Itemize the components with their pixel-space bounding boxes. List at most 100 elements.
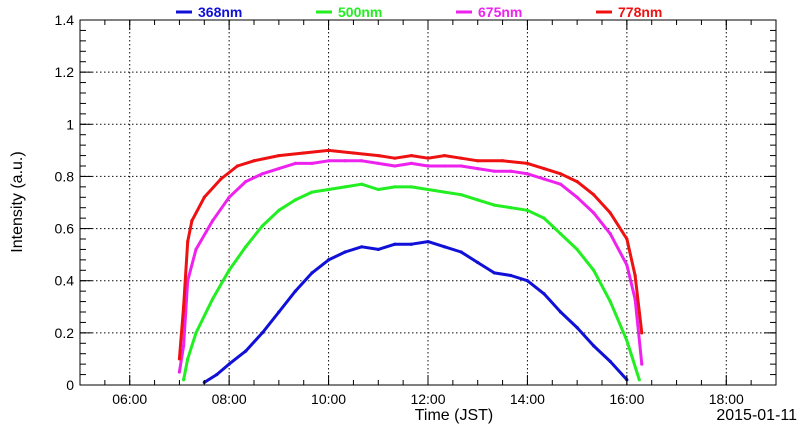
data-point (244, 349, 248, 353)
data-point (608, 299, 612, 304)
data-point (393, 156, 397, 160)
data-point (177, 370, 182, 374)
data-point (293, 198, 298, 202)
data-point (500, 159, 505, 163)
data-point (326, 258, 331, 262)
series-line (203, 240, 629, 384)
data-point (592, 211, 596, 215)
data-point (310, 161, 314, 165)
data-point (393, 164, 397, 168)
series-500nm (181, 182, 641, 382)
data-point (558, 182, 563, 186)
data-point (360, 245, 364, 249)
x-tick-label: 08:00 (212, 391, 247, 407)
data-point (558, 232, 563, 236)
data-point (409, 161, 414, 165)
data-point (509, 169, 513, 173)
y-tick-label: 0.4 (55, 273, 75, 289)
data-point (509, 206, 513, 210)
data-point (252, 159, 256, 163)
legend-label: 778nm (618, 4, 662, 20)
data-point (186, 357, 190, 361)
legend-item: 778nm (596, 4, 662, 20)
data-point (277, 167, 281, 171)
data-point (525, 208, 530, 212)
data-point (476, 167, 480, 171)
data-point (640, 331, 644, 335)
data-point (608, 232, 612, 236)
legend-item: 500nm (316, 4, 382, 20)
legend-label: 675nm (478, 4, 522, 20)
y-tick-label: 0.8 (55, 168, 75, 184)
data-point (558, 310, 563, 314)
data-point (608, 359, 612, 364)
y-axis-title: Intensity (a.u.) (9, 151, 26, 252)
data-point (360, 182, 364, 186)
data-point (542, 177, 546, 181)
data-point (608, 211, 612, 215)
y-tick-labels: 0 0.2 0.4 0.6 0.8 1 1.2 1.4 (55, 12, 75, 393)
data-point (459, 156, 463, 160)
y-tick-label: 1.4 (55, 12, 75, 28)
data-point (633, 297, 637, 301)
data-point (492, 203, 496, 207)
data-point (277, 208, 281, 212)
data-point (343, 250, 347, 254)
x-tick-labels: 06:00 08:00 10:00 12:00 14:00 16:00 18:00 (112, 391, 744, 407)
series-line (177, 159, 644, 373)
data-point (525, 172, 530, 176)
data-point (492, 169, 496, 173)
y-tick-label: 0 (66, 377, 74, 393)
x-tick-label: 14:00 (510, 391, 545, 407)
data-point (219, 177, 223, 181)
data-point (376, 187, 380, 192)
data-point (181, 305, 186, 309)
data-point (210, 297, 215, 301)
data-point (575, 247, 579, 252)
data-point (426, 156, 430, 160)
data-point (575, 326, 579, 330)
x-tick-label: 06:00 (112, 391, 147, 407)
data-point (293, 161, 298, 165)
x-axis-title: Time (JST) (415, 407, 494, 424)
data-point (393, 185, 397, 189)
data-point (194, 247, 198, 252)
grid-layer (80, 20, 776, 385)
data-point (393, 242, 397, 246)
data-point (186, 279, 190, 283)
legend: 368nm 500nm 675nm 778nm (176, 4, 662, 20)
data-point (376, 247, 380, 252)
data-point (351, 151, 356, 155)
data-point (210, 219, 215, 223)
legend-label: 500nm (338, 4, 382, 20)
data-point (227, 362, 231, 366)
data-point (640, 362, 644, 366)
data-point (310, 271, 314, 275)
date-label: 2015-01-11 (716, 407, 797, 424)
data-point (277, 310, 281, 314)
legend-item: 675nm (456, 4, 522, 20)
data-point (190, 219, 194, 223)
data-point (442, 164, 447, 168)
series-line (182, 182, 641, 381)
data-point (376, 161, 380, 165)
series-675nm (177, 159, 644, 374)
data-point (376, 153, 380, 158)
data-point (260, 331, 264, 335)
data-point (633, 273, 637, 278)
data-point (426, 164, 430, 168)
data-point (625, 339, 629, 343)
y-tick-label: 1.2 (55, 64, 75, 80)
data-point (476, 198, 480, 202)
data-point (459, 193, 463, 197)
data-point (592, 344, 596, 348)
data-point (525, 279, 530, 283)
data-point (592, 268, 596, 272)
data-point (442, 245, 447, 249)
x-tick-label: 16:00 (609, 391, 644, 407)
data-point (326, 148, 331, 152)
data-point (525, 161, 530, 165)
data-point (592, 193, 596, 197)
